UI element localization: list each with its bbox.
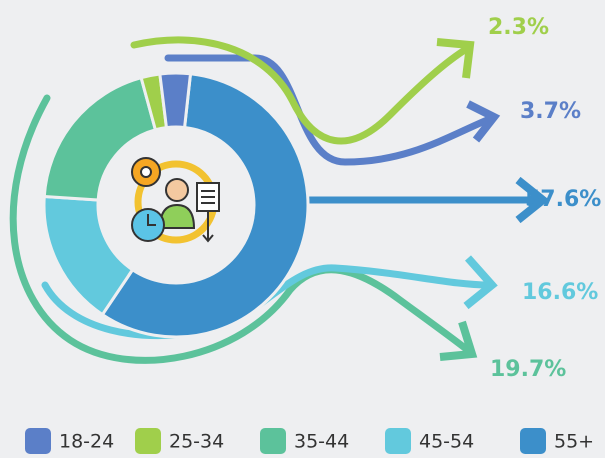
- center-icon: [131, 157, 220, 244]
- legend: 18-24 25-34 35-44 45-54 55+: [25, 428, 594, 454]
- icon-arrow: [202, 211, 214, 243]
- legend-swatch: [520, 428, 546, 454]
- legend-swatch: [135, 428, 161, 454]
- value-label: 3.7%: [520, 99, 581, 124]
- flow: [9, 94, 474, 364]
- legend-label: 45-54: [419, 431, 474, 453]
- donut: [42, 71, 310, 339]
- icon-body: [158, 203, 196, 229]
- donut-segment: [158, 71, 193, 130]
- legend-label: 55+: [554, 431, 594, 453]
- legend-label: 18-24: [59, 431, 114, 453]
- value-label: 57.6%: [525, 187, 601, 212]
- icon-clock-hands: [147, 214, 156, 226]
- value-labels: 3.7% 2.3% 19.7% 16.6% 57.6%: [488, 15, 601, 382]
- value-label: 16.6%: [522, 280, 598, 305]
- legend-swatch: [385, 428, 411, 454]
- donut-segment: [100, 72, 310, 339]
- icon-gear-hole: [140, 166, 152, 178]
- arrow-head: [466, 100, 501, 143]
- icon-head: [165, 178, 189, 202]
- arrow-head: [463, 255, 498, 310]
- flow: [164, 54, 496, 166]
- arrow-head: [515, 176, 550, 224]
- arrow-head: [436, 38, 475, 79]
- arrow-head: [439, 320, 478, 361]
- legend-label: 35-44: [294, 431, 349, 453]
- legend-label: 25-34: [169, 431, 224, 453]
- icon-doc-lines: [201, 190, 215, 204]
- flow: [130, 36, 472, 145]
- legend-swatch: [260, 428, 286, 454]
- value-label: 2.3%: [488, 15, 549, 40]
- legend-swatch: [25, 428, 51, 454]
- value-label: 19.7%: [490, 357, 566, 382]
